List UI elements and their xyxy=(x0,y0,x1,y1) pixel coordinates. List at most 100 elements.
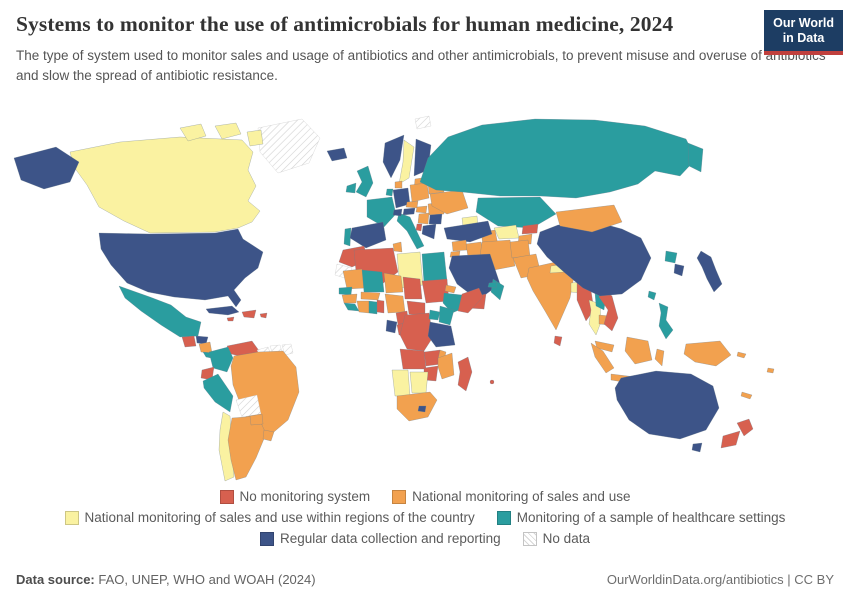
country-burkina-faso[interactable] xyxy=(360,291,381,301)
country-albania[interactable] xyxy=(415,223,423,232)
country-uganda[interactable] xyxy=(428,309,441,321)
country-new-caledonia[interactable] xyxy=(740,391,753,400)
country-indonesia-borneo[interactable] xyxy=(624,336,653,365)
country-ireland[interactable] xyxy=(345,182,357,194)
legend-item-regional[interactable]: National monitoring of sales and use wit… xyxy=(64,510,475,525)
country-benin[interactable] xyxy=(376,299,385,314)
legend-item-nodata[interactable]: No data xyxy=(522,531,590,546)
country-angola[interactable] xyxy=(399,348,427,370)
country-paraguay[interactable] xyxy=(249,413,264,426)
country-kenya[interactable] xyxy=(438,305,455,326)
country-australia[interactable] xyxy=(614,370,720,440)
country-nigeria[interactable] xyxy=(384,293,406,314)
country-france[interactable] xyxy=(366,196,397,228)
country-canada-island[interactable] xyxy=(246,129,264,147)
country-argentina[interactable] xyxy=(227,415,267,481)
legend-item-regular[interactable]: Regular data collection and reporting xyxy=(260,531,501,546)
country-mongolia[interactable] xyxy=(555,204,623,233)
country-canada-island[interactable] xyxy=(179,123,207,142)
country-jamaica[interactable] xyxy=(226,316,235,322)
country-uruguay[interactable] xyxy=(262,429,275,442)
country-tasmania[interactable] xyxy=(691,442,703,453)
legend-item-sample[interactable]: Monitoring of a sample of healthcare set… xyxy=(496,510,785,525)
country-serbia[interactable] xyxy=(417,212,430,225)
country-greenland[interactable] xyxy=(257,118,321,174)
country-mali[interactable] xyxy=(361,269,385,293)
country-botswana[interactable] xyxy=(409,371,429,394)
country-ghana[interactable] xyxy=(368,300,378,315)
country-tanzania[interactable] xyxy=(427,321,456,348)
country-tunisia[interactable] xyxy=(392,241,403,253)
country-gabon[interactable] xyxy=(385,319,398,334)
country-spain[interactable] xyxy=(349,221,387,249)
country-cote-divoire[interactable] xyxy=(356,300,370,314)
country-north-korea[interactable] xyxy=(664,250,678,264)
country-russia-fareast[interactable] xyxy=(687,142,704,173)
country-sierra-leone[interactable] xyxy=(343,302,360,312)
country-denmark[interactable] xyxy=(394,180,403,189)
country-syria[interactable] xyxy=(451,239,468,252)
country-vietnam[interactable] xyxy=(598,288,619,332)
country-sweden[interactable] xyxy=(398,139,415,185)
country-switzerland[interactable] xyxy=(392,208,403,217)
country-south-africa[interactable] xyxy=(396,391,438,422)
country-colombia[interactable] xyxy=(208,346,234,373)
country-namibia[interactable] xyxy=(391,369,411,397)
country-iceland[interactable] xyxy=(326,147,348,162)
country-italy[interactable] xyxy=(396,212,425,250)
credit-link[interactable]: OurWorldinData.org/antibiotics | CC BY xyxy=(606,572,834,587)
country-puerto-rico[interactable] xyxy=(259,312,268,319)
country-taiwan[interactable] xyxy=(647,290,657,301)
country-central-african-republic[interactable] xyxy=(406,300,426,316)
country-uzbekistan[interactable] xyxy=(493,224,520,240)
country-uae[interactable] xyxy=(487,281,498,289)
country-cuba[interactable] xyxy=(205,305,240,316)
country-guatemala[interactable] xyxy=(181,335,197,348)
country-norway[interactable] xyxy=(382,134,405,179)
country-kyrgyzstan[interactable] xyxy=(521,223,539,235)
country-somalia[interactable] xyxy=(457,287,484,314)
country-poland[interactable] xyxy=(409,182,430,203)
country-papua-new-guinea[interactable] xyxy=(683,340,732,367)
country-lesotho[interactable] xyxy=(417,405,427,413)
country-madagascar[interactable] xyxy=(457,356,473,392)
legend-item-none[interactable]: No monitoring system xyxy=(219,489,370,504)
country-indonesia-sulawesi[interactable] xyxy=(654,348,665,367)
owid-logo[interactable]: Our World in Data xyxy=(764,10,843,55)
country-chad[interactable] xyxy=(402,276,423,300)
country-new-zealand-south[interactable] xyxy=(720,430,741,449)
country-niger[interactable] xyxy=(383,272,404,294)
country-nicaragua[interactable] xyxy=(198,341,213,354)
country-russia[interactable] xyxy=(419,118,697,199)
country-afghanistan[interactable] xyxy=(509,239,531,259)
country-netherlands[interactable] xyxy=(385,188,394,197)
country-indonesia-sumatra[interactable] xyxy=(590,342,615,374)
country-portugal[interactable] xyxy=(343,227,352,247)
country-french-guiana[interactable] xyxy=(281,343,294,356)
country-eritrea[interactable] xyxy=(444,284,457,294)
country-canada-island[interactable] xyxy=(214,122,242,140)
country-haiti[interactable] xyxy=(241,309,257,319)
country-hungary[interactable] xyxy=(415,205,428,214)
country-oman[interactable] xyxy=(490,278,505,301)
country-solomon-islands[interactable] xyxy=(736,351,747,359)
country-united-states[interactable] xyxy=(98,228,264,308)
country-new-zealand-north[interactable] xyxy=(736,418,754,437)
country-malaysia[interactable] xyxy=(594,340,615,353)
country-austria[interactable] xyxy=(402,207,416,216)
country-fiji[interactable] xyxy=(766,367,775,374)
country-peru[interactable] xyxy=(202,373,234,413)
country-svalbard[interactable] xyxy=(414,115,432,130)
country-greece[interactable] xyxy=(421,223,437,240)
country-alaska[interactable] xyxy=(13,146,80,190)
country-sri-lanka[interactable] xyxy=(553,335,563,347)
country-japan[interactable] xyxy=(696,250,723,293)
country-bulgaria[interactable] xyxy=(428,213,443,225)
legend-item-national[interactable]: National monitoring of sales and use xyxy=(392,489,630,504)
country-united-kingdom[interactable] xyxy=(355,165,374,198)
country-mozambique[interactable] xyxy=(437,352,455,380)
country-guinea[interactable] xyxy=(341,293,358,304)
country-dr-congo[interactable] xyxy=(399,312,434,352)
country-philippines[interactable] xyxy=(658,302,674,340)
country-turkey[interactable] xyxy=(443,220,493,243)
